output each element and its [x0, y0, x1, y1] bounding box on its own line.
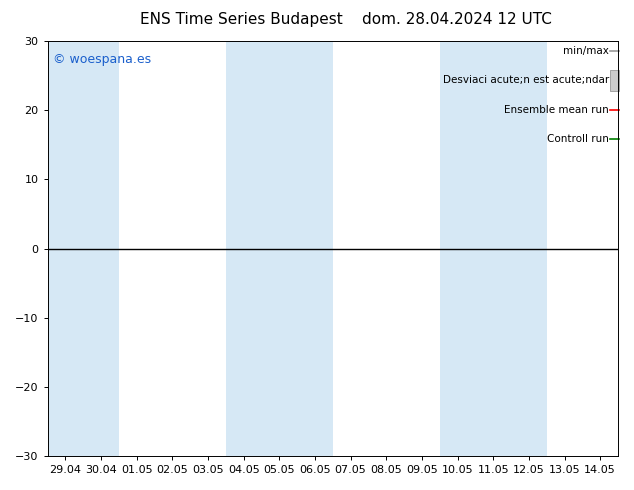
Text: ENS Time Series Budapest: ENS Time Series Budapest [139, 12, 342, 27]
Bar [226, 41, 333, 456]
Text: Controll run: Controll run [547, 134, 609, 144]
Bar [610, 70, 619, 91]
Bar [48, 41, 119, 456]
Text: Ensemble mean run: Ensemble mean run [504, 104, 609, 115]
Text: min/max: min/max [563, 47, 609, 56]
Text: © woespana.es: © woespana.es [53, 53, 152, 67]
Text: Desviaci acute;n est acute;ndar: Desviaci acute;n est acute;ndar [443, 75, 609, 85]
Bar [440, 41, 547, 456]
Text: dom. 28.04.2024 12 UTC: dom. 28.04.2024 12 UTC [361, 12, 552, 27]
